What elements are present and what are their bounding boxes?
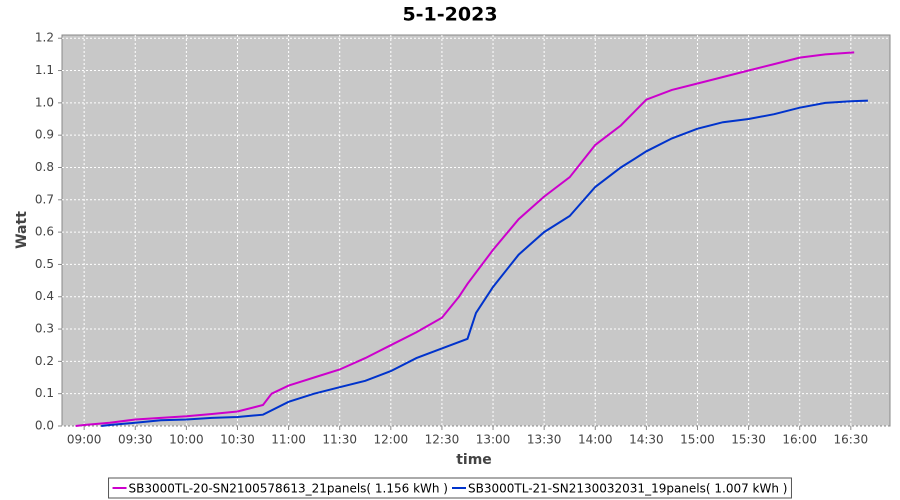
x-tick-label: 13:30	[527, 433, 562, 447]
y-tick-label: 1.2	[35, 31, 54, 45]
plot-area	[61, 34, 891, 427]
x-tick-label: 12:00	[374, 433, 409, 447]
legend-box	[108, 477, 792, 499]
x-tick-label: 14:00	[578, 433, 613, 447]
series-line	[101, 99, 868, 427]
y-tick-label: 1.0	[35, 95, 54, 109]
x-tick-label: 11:00	[271, 433, 306, 447]
chart-title: 5-1-2023	[402, 4, 497, 26]
y-tick-label: 0.0	[35, 419, 54, 433]
y-tick-label: 0.3	[35, 322, 54, 336]
x-tick-label: 14:30	[629, 433, 664, 447]
y-tick-label: 0.2	[35, 354, 54, 368]
y-tick-label: 0.5	[35, 257, 54, 271]
x-tick-label: 15:30	[731, 433, 766, 447]
y-tick-label: 0.8	[35, 160, 54, 174]
x-tick-label: 10:30	[220, 433, 255, 447]
y-tick-label: 1.1	[35, 63, 54, 77]
x-tick-label: 11:30	[322, 433, 357, 447]
y-axis-label: Watt	[14, 211, 30, 249]
x-tick-label: 16:30	[834, 433, 869, 447]
x-axis-label: time	[456, 452, 492, 468]
legend: SB3000TL-20-SN2100578613_21panels( 1.156…	[108, 477, 792, 499]
series-line	[75, 51, 855, 427]
x-tick-label: 13:00	[476, 433, 511, 447]
x-tick-label: 15:00	[680, 433, 715, 447]
legend-label: SB3000TL-21-SN2130032031_19panels( 1.007…	[468, 482, 787, 496]
y-tick-label: 0.6	[35, 225, 54, 239]
x-tick-label: 12:30	[425, 433, 460, 447]
x-tick-label: 09:30	[118, 433, 153, 447]
legend-label: SB3000TL-20-SN2100578613_21panels( 1.156…	[129, 482, 448, 496]
y-tick-label: 0.1	[35, 386, 54, 400]
y-tick-label: 0.7	[35, 192, 54, 206]
y-tick-label: 0.4	[35, 289, 54, 303]
x-tick-label: 16:00	[782, 433, 817, 447]
x-tick-label: 10:00	[169, 433, 204, 447]
y-tick-label: 0.9	[35, 128, 54, 142]
x-tick-label: 09:00	[67, 433, 102, 447]
